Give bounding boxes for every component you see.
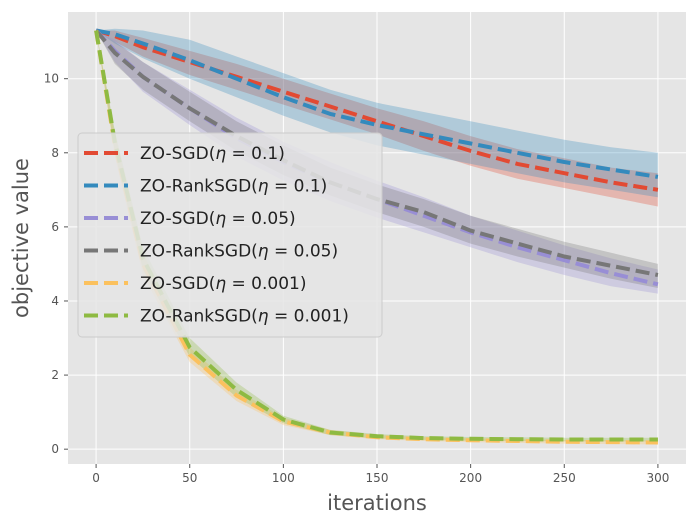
legend-label-zo-sgd-0-1: ZO-SGD(η = 0.1) [140, 144, 285, 164]
y-tick-label: 10 [44, 72, 59, 86]
y-tick-label: 0 [51, 442, 59, 456]
y-tick-label: 4 [51, 294, 59, 308]
legend-label-zo-sgd-0-05: ZO-SGD(η = 0.05) [140, 209, 296, 229]
legend-label-eta: η [258, 177, 269, 197]
legend-label-value: = 0.05) [269, 242, 339, 262]
legend-label-value: = 0.001) [226, 274, 306, 294]
legend-label-prefix: ZO-SGD( [140, 144, 215, 164]
legend-label-zo-ranksgd-0-001: ZO-RankSGD(η = 0.001) [140, 307, 349, 327]
band-zo-ranksgd-0-1 [96, 28, 658, 198]
x-tick-label: 200 [459, 471, 482, 485]
x-tick-label: 300 [646, 471, 669, 485]
legend-label-eta: η [215, 274, 226, 294]
y-ticks: 0 2 4 6 8 10 [44, 72, 68, 456]
x-ticks: 0 50 100 150 200 250 300 [92, 464, 669, 485]
legend-label-zo-sgd-0-001: ZO-SGD(η = 0.001) [140, 274, 306, 294]
legend-label-eta: η [215, 209, 226, 229]
line-zo-ranksgd-0-1 [95, 28, 659, 179]
x-tick-label: 150 [366, 471, 389, 485]
legend-label-prefix: ZO-SGD( [140, 209, 215, 229]
legend-label-eta: η [258, 242, 269, 262]
y-tick-label: 8 [51, 146, 59, 160]
legend: ZO-SGD(η = 0.1)ZO-RankSGD(η = 0.1)ZO-SGD… [77, 132, 383, 338]
legend-label-zo-ranksgd-0-1: ZO-RankSGD(η = 0.1) [140, 177, 327, 197]
x-tick-label: 0 [92, 471, 100, 485]
band-zo-sgd-0-05 [96, 30, 658, 294]
legend-label-value: = 0.001) [269, 307, 349, 327]
legend-label-value: = 0.1) [226, 144, 285, 164]
legend-box [77, 132, 383, 338]
line-zo-sgd-0-1 [95, 28, 659, 192]
legend-label-eta: η [215, 144, 226, 164]
legend-label-eta: η [258, 307, 269, 327]
legend-label-prefix: ZO-RankSGD( [140, 307, 258, 327]
y-axis-label: objective value [9, 158, 33, 318]
legend-label-prefix: ZO-SGD( [140, 274, 215, 294]
x-axis-label: iterations [327, 491, 427, 515]
x-tick-label: 50 [182, 471, 197, 485]
legend-label-prefix: ZO-RankSGD( [140, 177, 258, 197]
y-tick-label: 2 [51, 368, 59, 382]
legend-label-value: = 0.05) [226, 209, 296, 229]
legend-label-value: = 0.1) [269, 177, 328, 197]
y-tick-label: 6 [51, 220, 59, 234]
x-tick-label: 250 [553, 471, 576, 485]
x-tick-label: 100 [272, 471, 295, 485]
legend-label-prefix: ZO-RankSGD( [140, 242, 258, 262]
legend-label-zo-ranksgd-0-05: ZO-RankSGD(η = 0.05) [140, 242, 338, 262]
